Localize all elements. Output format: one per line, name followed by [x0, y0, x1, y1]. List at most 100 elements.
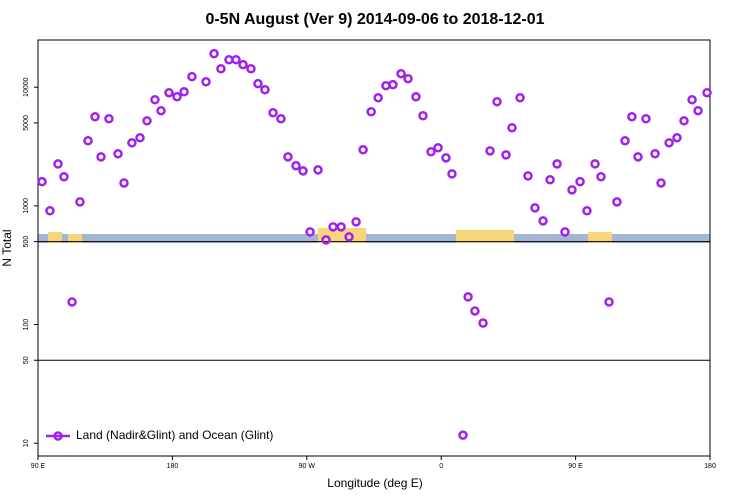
- point: [693, 105, 703, 116]
- point: [552, 159, 562, 169]
- point: [119, 178, 129, 188]
- point: [515, 93, 525, 103]
- point: [403, 73, 413, 84]
- point: [201, 76, 211, 87]
- x-tick-label: 0: [439, 463, 443, 470]
- point: [633, 152, 643, 162]
- x-axis-label: Longitude (deg E): [327, 476, 422, 490]
- point: [507, 123, 517, 133]
- point: [679, 116, 689, 126]
- point: [253, 78, 263, 89]
- point: [664, 138, 674, 148]
- point: [463, 292, 473, 302]
- point: [418, 110, 428, 121]
- point: [433, 142, 443, 153]
- point: [156, 105, 166, 116]
- point: [328, 222, 338, 232]
- point: [575, 176, 585, 187]
- point: [351, 217, 361, 227]
- point: [627, 111, 637, 122]
- point: [37, 176, 47, 187]
- point: [358, 145, 368, 155]
- y-tick-label: 5000: [23, 115, 30, 131]
- legend-label: Land (Nadir&Glint) and Ocean (Glint): [76, 428, 273, 442]
- point: [216, 63, 226, 74]
- point: [75, 197, 85, 207]
- x-tick-label: 90 E: [31, 463, 46, 470]
- y-tick-label: 1000: [23, 198, 30, 214]
- point: [313, 165, 323, 175]
- point: [702, 87, 712, 98]
- point: [238, 59, 248, 70]
- x-tick-label: 180: [167, 463, 179, 470]
- point: [305, 227, 315, 237]
- point: [291, 160, 301, 171]
- point: [231, 54, 241, 65]
- point: [596, 171, 606, 182]
- point: [612, 197, 622, 207]
- y-tick-label: 500: [23, 236, 30, 248]
- point: [538, 216, 548, 226]
- point: [373, 93, 383, 103]
- point: [53, 159, 63, 169]
- point: [113, 148, 123, 159]
- point: [388, 79, 398, 90]
- point: [426, 146, 436, 157]
- x-tick-label: 90 E: [568, 463, 583, 470]
- point: [567, 185, 577, 195]
- point: [135, 133, 145, 143]
- point: [45, 205, 55, 216]
- plot-frame: [37, 39, 711, 457]
- point: [142, 116, 152, 126]
- point: [209, 48, 219, 59]
- point: [83, 135, 93, 146]
- point: [687, 94, 697, 105]
- point: [492, 96, 502, 107]
- point: [604, 297, 614, 307]
- point: [478, 318, 488, 328]
- legend-marker: [53, 431, 63, 441]
- point: [672, 133, 682, 143]
- y-tick-label: 100: [23, 319, 30, 331]
- chart-title: 0-5N August (Ver 9) 2014-09-06 to 2018-1…: [205, 11, 544, 28]
- point: [283, 152, 293, 162]
- point: [458, 430, 468, 440]
- point: [650, 148, 660, 159]
- x-tick-label: 180: [704, 463, 716, 470]
- point: [641, 114, 651, 124]
- point: [485, 146, 495, 156]
- point: [298, 166, 308, 176]
- point: [656, 178, 666, 188]
- point: [396, 68, 406, 79]
- point: [470, 306, 480, 316]
- point: [260, 85, 270, 95]
- point: [523, 171, 533, 181]
- point: [164, 87, 174, 98]
- point: [590, 159, 600, 169]
- point: [104, 114, 114, 124]
- y-tick-label: 10000: [23, 77, 30, 97]
- point: [366, 107, 376, 117]
- point: [441, 153, 451, 163]
- point: [179, 86, 189, 97]
- point: [560, 227, 570, 237]
- y-tick-label: 10: [23, 439, 30, 447]
- point: [411, 92, 421, 102]
- land-strip: [38, 228, 710, 243]
- point: [447, 169, 457, 179]
- point: [530, 203, 540, 213]
- y-axis-label: N Total: [0, 229, 14, 266]
- x-tick-label: 90 W: [299, 463, 316, 470]
- point: [172, 92, 182, 102]
- point: [321, 235, 331, 245]
- point: [96, 152, 106, 162]
- point: [620, 135, 630, 146]
- point: [344, 232, 354, 242]
- point: [59, 171, 69, 182]
- point: [90, 111, 100, 122]
- point: [582, 205, 592, 216]
- point: [67, 297, 77, 307]
- point: [501, 150, 511, 160]
- point: [246, 63, 256, 74]
